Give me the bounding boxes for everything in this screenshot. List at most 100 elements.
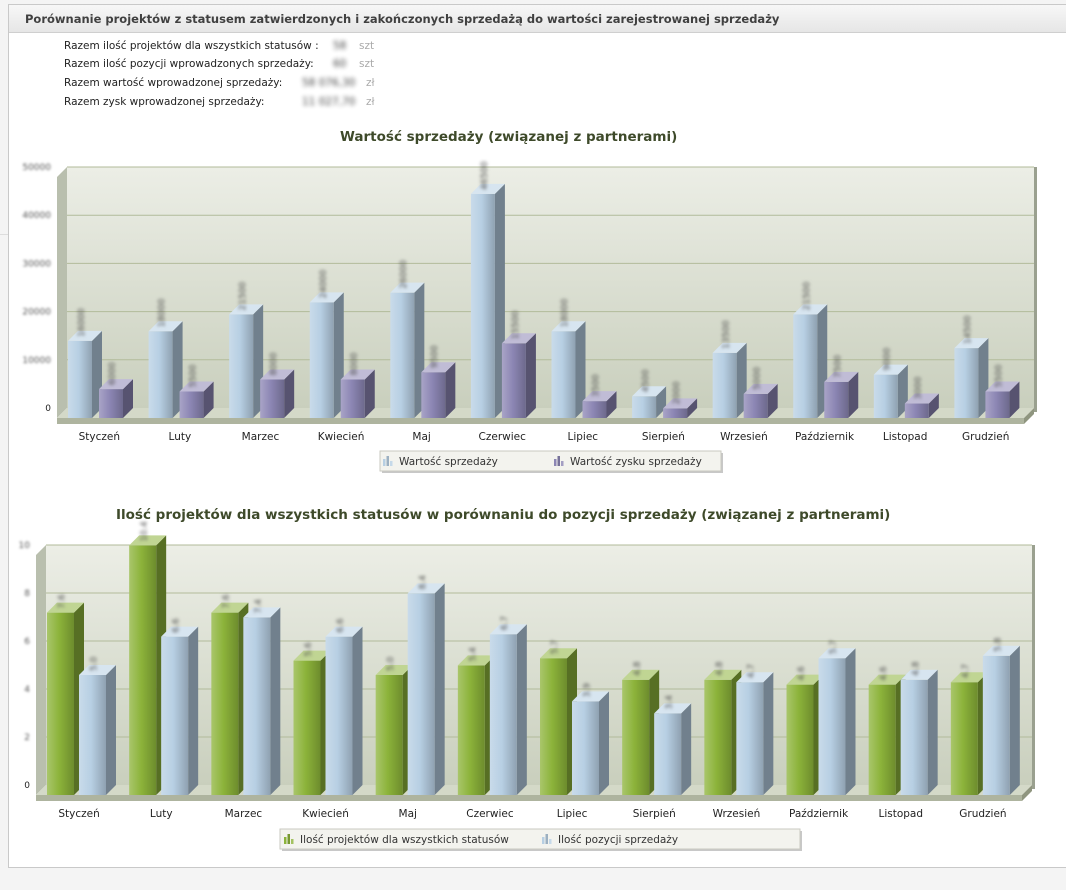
summary-value: 58 (333, 40, 347, 52)
x-tick-label: Luty (169, 431, 192, 443)
bar (786, 684, 814, 795)
bar-side (606, 391, 617, 418)
plot-back-wall (46, 545, 1032, 785)
bar (632, 396, 657, 418)
summary-value: 58 076,30 (302, 77, 356, 89)
bar (293, 660, 321, 795)
bar (950, 682, 978, 795)
bar-top (622, 669, 660, 680)
y-tick-label: 6 (24, 637, 30, 647)
bar (243, 617, 271, 795)
bar (572, 701, 599, 795)
bar (900, 679, 928, 795)
bar-value-label: 7.6 (222, 594, 232, 609)
y-tick-label: 4 (24, 685, 30, 695)
bar-top (129, 535, 167, 546)
summary-unit: zł (366, 96, 375, 108)
plot-floor-front (57, 418, 1024, 424)
bar-value-label: 6.6 (336, 618, 346, 633)
bar-side (123, 379, 133, 418)
bar-side (1009, 645, 1020, 795)
bar-top (243, 607, 281, 618)
bar-value-label: 15500 (511, 310, 521, 339)
x-tick-label: Maj (412, 431, 430, 443)
bar-value-label: 5.4 (468, 647, 478, 662)
bar-top (900, 669, 938, 680)
bar-top (211, 602, 249, 613)
y-tick-label: 40000 (22, 211, 51, 221)
x-tick-label: Lipiec (567, 431, 598, 443)
bar (260, 379, 285, 418)
bar (501, 343, 526, 418)
legend-icon (554, 459, 557, 466)
x-tick-label: Listopad (883, 431, 928, 443)
bar-top (985, 381, 1020, 392)
bar (457, 665, 485, 795)
bar-side (284, 369, 295, 418)
bar-value-label: 5000 (753, 367, 763, 390)
bar-side (687, 398, 698, 418)
bar-value-label: 13500 (722, 320, 732, 349)
bar-top (229, 304, 264, 315)
bar-top (982, 645, 1020, 656)
x-tick-label: Wrzesień (720, 431, 768, 443)
bar-top (179, 381, 214, 392)
bar-top (501, 333, 536, 344)
projects-count-chart: 0 2 4 6 8 10 7.6 5.0 Styczeń 10.4 6.6 Luty 7.6 7.4 Mar… (19, 521, 1035, 851)
bar-value-label: 10.4 (140, 521, 150, 541)
bar-top (79, 665, 116, 675)
summary-sale-items-count: Razem ilość pozycji wprowadzonych sprzed… (64, 58, 314, 74)
bar-value-label: 5.7 (551, 640, 561, 654)
x-tick-label: Styczeń (79, 431, 120, 443)
bar (68, 340, 92, 418)
bar-value-label: 14500 (963, 315, 973, 344)
bar-side (352, 626, 363, 795)
bar (148, 331, 173, 418)
legend-icon (390, 461, 393, 466)
summary-label: Razem ilość pozycji wprowadzonych sprzed… (64, 58, 314, 70)
bar (211, 612, 239, 795)
bar (954, 348, 979, 418)
bar-side (927, 669, 938, 795)
legend-icon (291, 839, 294, 844)
bar (179, 391, 204, 418)
bar-top (582, 391, 617, 402)
x-tick-label: Wrzesień (713, 808, 761, 820)
bar-top (407, 583, 445, 594)
x-tick-label: Maj (399, 808, 417, 820)
bar-value-label: 5.7 (829, 640, 839, 654)
bar-side (845, 648, 856, 795)
bar-top (736, 672, 774, 683)
bar-top (421, 362, 456, 373)
bar (390, 292, 415, 418)
plot-floor-top (36, 785, 1032, 795)
bar-top (824, 371, 859, 382)
y-tick-label: 50000 (22, 163, 51, 173)
chart-legend: Wartość sprzedaży Wartość zysku sprzedaży (379, 450, 723, 473)
summary-value: 60 (333, 58, 347, 70)
bar-side (106, 665, 116, 795)
bar-top (47, 602, 84, 613)
bar-value-label: 3.4 (665, 695, 675, 710)
bar-value-label: 4.8 (715, 661, 725, 676)
bar (622, 679, 650, 795)
legend-icon (545, 834, 548, 844)
bar-side (445, 362, 456, 418)
x-tick-label: Sierpień (633, 808, 676, 820)
x-tick-label: Grudzień (959, 808, 1006, 820)
bar-top (663, 398, 698, 409)
bar-value-label: 3.9 (583, 683, 593, 698)
page-edge-line (0, 234, 8, 235)
bar-value-label: 26000 (399, 260, 409, 289)
bar-top (950, 672, 988, 683)
bar-value-label: 46500 (480, 161, 490, 190)
bar-value-label: 5500 (189, 364, 199, 387)
bar-value-label: 4.6 (879, 666, 889, 681)
y-tick-label: 10 (19, 541, 31, 551)
bar-side (848, 371, 859, 418)
bar-top (818, 648, 856, 659)
legend-icon (542, 837, 545, 844)
bar-side (364, 369, 375, 418)
sales-value-chart: 0 10000 20000 30000 40000 50000 16000 6000 Stycz… (22, 161, 1037, 473)
y-tick-label: 10000 (22, 356, 51, 366)
